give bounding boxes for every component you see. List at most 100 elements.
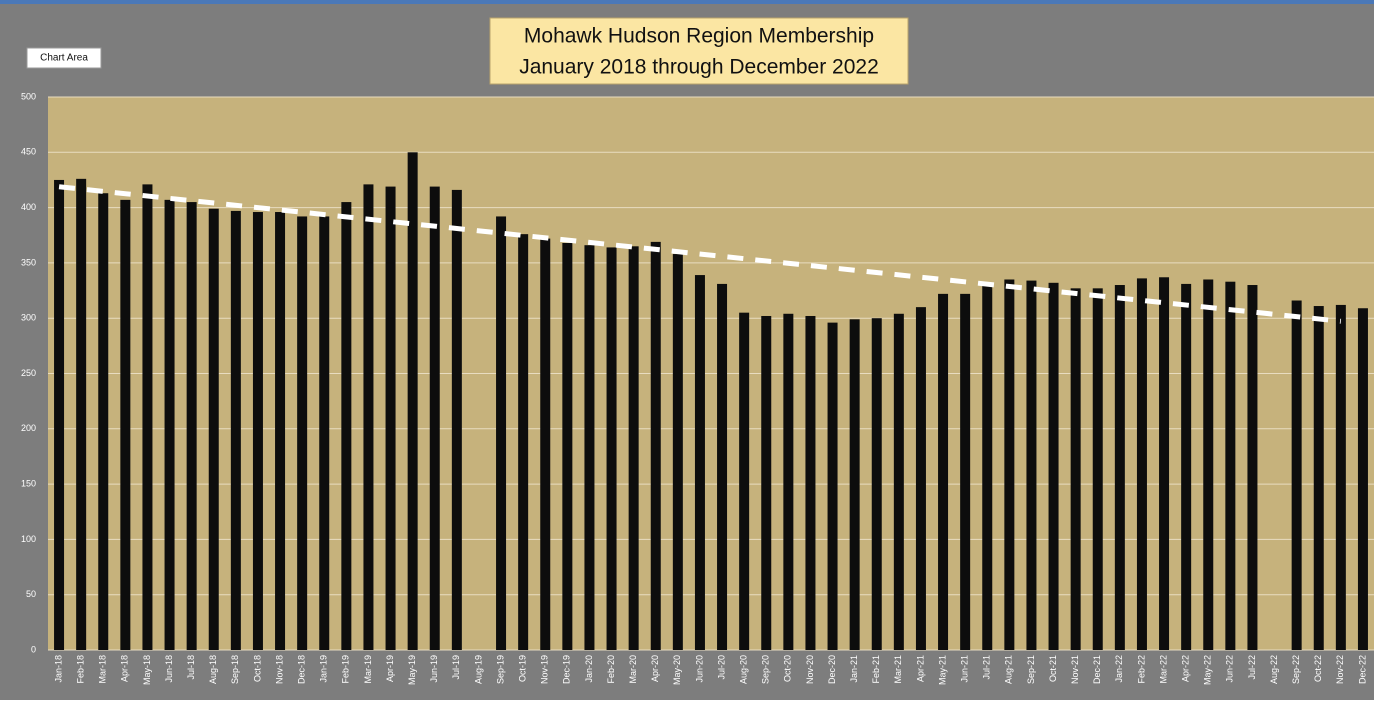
bar [1092, 288, 1103, 650]
bar [849, 319, 860, 650]
x-tick-label: Jul-19 [451, 655, 461, 680]
x-tick-label: Jul-18 [186, 655, 196, 680]
bar [628, 246, 639, 650]
x-tick-label: Feb-20 [606, 655, 616, 684]
tooltip: Chart Area [40, 53, 88, 64]
x-tick-label: Nov-18 [274, 655, 284, 684]
bar [496, 216, 507, 650]
x-tick-label: Mar-21 [893, 655, 903, 684]
x-tick-label: Jun-21 [960, 655, 970, 683]
bar [1048, 282, 1059, 650]
bar [1181, 283, 1192, 650]
x-tick-label: Feb-22 [1136, 655, 1146, 684]
x-tick-label: Aug-18 [208, 655, 218, 684]
bar [341, 202, 352, 650]
bar [1203, 279, 1214, 650]
bar [1313, 306, 1324, 650]
y-tick-label: 450 [21, 147, 36, 157]
x-tick-label: Sep-18 [230, 655, 240, 684]
bar [208, 208, 219, 650]
x-tick-label: Nov-22 [1335, 655, 1345, 684]
bar [915, 307, 926, 650]
x-tick-label: Dec-22 [1357, 655, 1367, 684]
bar [1026, 280, 1037, 650]
bar [429, 186, 440, 650]
x-tick-label: Oct-19 [518, 655, 528, 682]
y-tick-label: 300 [21, 313, 36, 323]
y-tick-label: 100 [21, 534, 36, 544]
x-tick-label: Aug-20 [739, 655, 749, 684]
x-tick-label: May-18 [142, 655, 152, 685]
trendline [58, 184, 1342, 324]
y-tick-label: 350 [21, 257, 36, 267]
x-tick-label: Dec-19 [562, 655, 572, 684]
bar [518, 234, 529, 651]
bar [1247, 285, 1258, 650]
bar [938, 293, 949, 650]
bar [1225, 281, 1236, 650]
bar [562, 242, 573, 650]
x-tick-label: Jun-22 [1225, 655, 1235, 683]
bar [672, 254, 683, 650]
bar [982, 285, 993, 650]
bar [739, 312, 750, 650]
bar [893, 313, 904, 650]
y-tick-label: 150 [21, 478, 36, 488]
bar [761, 315, 772, 650]
x-tick-label: May-19 [407, 655, 417, 685]
x-tick-label: Jan-21 [849, 655, 859, 683]
x-tick-label: Jan-19 [319, 655, 329, 683]
x-tick-label: Apr-20 [650, 655, 660, 682]
x-tick-label: Oct-20 [783, 655, 793, 682]
x-tick-label: Apr-21 [915, 655, 925, 682]
x-tick-label: Aug-19 [473, 655, 483, 684]
x-tick-label: May-20 [672, 655, 682, 685]
bar [871, 318, 882, 650]
x-tick-label: Aug-22 [1269, 655, 1279, 684]
x-tick-label: Feb-18 [76, 655, 86, 684]
x-tick-label: Mar-20 [628, 655, 638, 684]
bar [120, 199, 131, 650]
bar [584, 245, 595, 651]
bar [1291, 300, 1302, 650]
bar [142, 184, 153, 650]
x-tick-label: Mar-18 [98, 655, 108, 684]
bar [230, 210, 241, 650]
x-tick-label: Nov-21 [1070, 655, 1080, 684]
bar [1136, 278, 1147, 650]
bar [805, 315, 816, 650]
bar [650, 241, 661, 651]
x-tick-label: Jun-20 [694, 655, 704, 683]
x-tick-label: Jan-18 [53, 655, 63, 683]
bar [164, 199, 175, 650]
chart-border [0, 0, 1374, 4]
bar [717, 283, 728, 650]
x-tick-label: Nov-19 [540, 655, 550, 684]
x-tick-label: Feb-21 [871, 655, 881, 684]
bar [252, 212, 263, 651]
bar [76, 178, 87, 650]
x-tick-label: May-22 [1203, 655, 1213, 685]
x-tick-label: Feb-19 [341, 655, 351, 684]
x-tick-label: Apr-18 [120, 655, 130, 682]
bar [1114, 285, 1125, 650]
x-tick-label: Dec-18 [297, 655, 307, 684]
x-tick-label: Sep-19 [495, 655, 505, 684]
tooltip-box [26, 47, 102, 69]
bar [451, 189, 462, 651]
x-tick-label: May-21 [937, 655, 947, 685]
bar [98, 193, 109, 651]
bar [407, 152, 418, 651]
bar [363, 184, 374, 650]
x-tick-label: Jan-22 [1114, 655, 1124, 683]
x-tick-label: Apr-19 [385, 655, 395, 682]
x-tick-label: Jul-20 [716, 655, 726, 680]
x-tick-label: Dec-20 [827, 655, 837, 684]
x-tick-label: Oct-22 [1313, 655, 1323, 682]
x-tick-label: Sep-21 [1026, 655, 1036, 684]
bar [385, 186, 396, 650]
x-tick-label: Mar-22 [1158, 655, 1168, 684]
x-tick-label: Oct-21 [1048, 655, 1058, 682]
bar [54, 179, 65, 650]
